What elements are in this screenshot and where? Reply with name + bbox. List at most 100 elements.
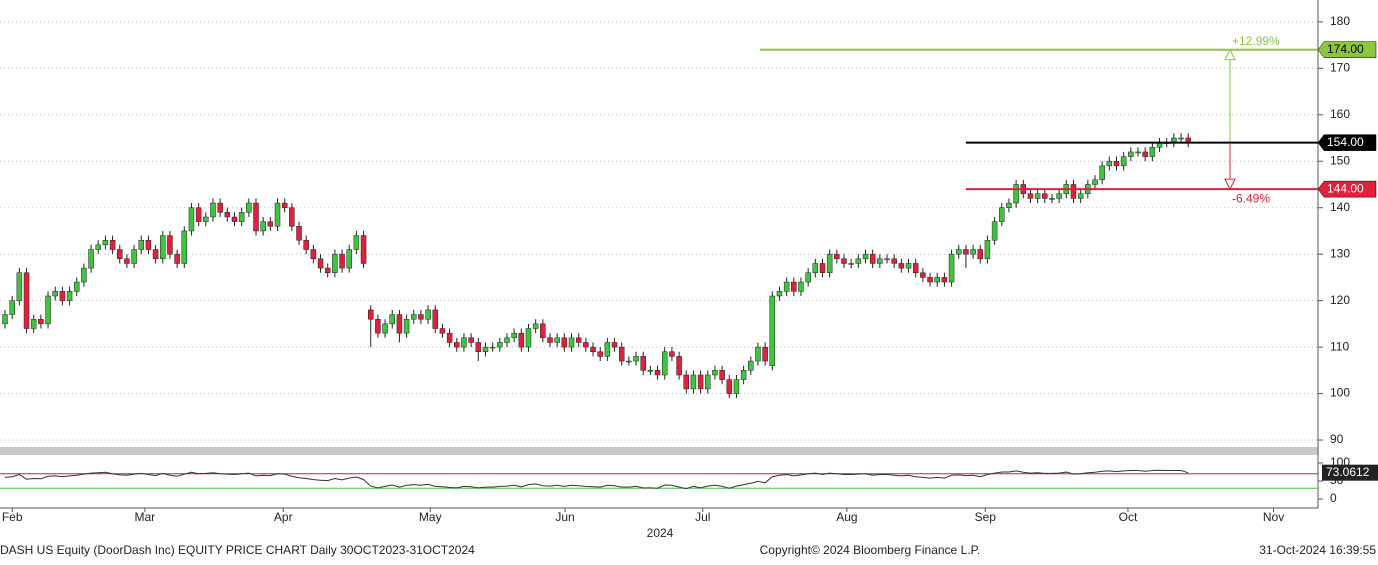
- candle-body: [432, 309, 439, 329]
- candle-body: [95, 244, 101, 250]
- candle-body: [109, 239, 116, 250]
- candle-body: [920, 272, 926, 278]
- candle-body: [640, 356, 646, 371]
- candle-body: [267, 221, 274, 227]
- year-label: 2024: [647, 526, 674, 540]
- y-tick-label: 160: [1330, 107, 1350, 121]
- candle-body: [353, 235, 360, 250]
- candle-body: [977, 249, 984, 260]
- candle-body: [862, 253, 869, 260]
- change-label: +12.99%: [1232, 34, 1280, 48]
- candle-body: [411, 314, 417, 320]
- candle-body: [1027, 193, 1034, 199]
- rsi-line: [4, 469, 1189, 490]
- candle-body: [819, 263, 826, 274]
- candle-body: [210, 202, 216, 218]
- candle-body: [769, 295, 776, 366]
- candle-body: [1034, 193, 1041, 199]
- candle-body: [346, 249, 352, 269]
- candle-body: [633, 356, 639, 362]
- candle-body: [611, 342, 618, 348]
- candle-body: [324, 267, 331, 274]
- candle-body: [755, 346, 761, 362]
- level-box: [1317, 134, 1377, 151]
- candle-body: [446, 332, 453, 343]
- y-tick-label: 100: [1330, 386, 1350, 400]
- candle-body: [798, 281, 804, 292]
- candle-body: [618, 346, 625, 362]
- candle-body: [984, 239, 991, 260]
- x-tick-label: Jul: [695, 510, 710, 524]
- candle-body: [81, 267, 87, 283]
- candle-body: [1178, 137, 1184, 140]
- candle-body: [934, 277, 940, 283]
- candle-body: [898, 263, 905, 269]
- change-label: -6.49%: [1232, 191, 1270, 205]
- candle-body: [805, 272, 811, 283]
- candle-body: [38, 318, 44, 325]
- candle-body: [597, 351, 603, 357]
- candle-body: [869, 253, 876, 264]
- candle-body: [604, 342, 611, 357]
- candle-body: [23, 272, 30, 329]
- candle-body: [174, 253, 180, 264]
- candle-body: [389, 314, 395, 325]
- candle-body: [812, 263, 819, 274]
- candle-body: [791, 281, 797, 292]
- candle-body: [712, 370, 718, 376]
- candle-body: [690, 374, 697, 390]
- candle-body: [1113, 160, 1120, 167]
- candle-body: [231, 216, 238, 222]
- candle-body: [826, 253, 833, 274]
- candle-body: [1077, 193, 1084, 199]
- candle-body: [540, 323, 546, 339]
- candle-body: [439, 328, 446, 334]
- candle-body: [1013, 184, 1019, 204]
- x-tick-label: Mar: [135, 510, 156, 524]
- candle-body: [475, 342, 482, 352]
- rsi-tick-label: 0: [1330, 491, 1337, 505]
- candle-body: [970, 249, 976, 255]
- candle-body: [912, 263, 919, 274]
- candle-body: [382, 323, 388, 334]
- x-tick-label: Feb: [2, 510, 23, 524]
- footer-copyright: Copyright© 2024 Bloomberg Finance L.P.: [760, 543, 981, 557]
- candle-body: [991, 221, 998, 241]
- candle-body: [877, 258, 883, 264]
- candle-body: [217, 202, 223, 213]
- candle-body: [188, 207, 195, 232]
- candle-body: [332, 253, 338, 274]
- candle-body: [554, 337, 560, 343]
- candle-body: [167, 235, 173, 255]
- candle-body: [317, 258, 324, 269]
- candle-body: [403, 318, 410, 334]
- candle-body: [88, 249, 94, 269]
- candle-body: [719, 370, 725, 380]
- candle-body: [367, 309, 374, 320]
- y-tick-label: 90: [1330, 432, 1344, 446]
- candle-body: [733, 379, 740, 394]
- price-panel: [0, 0, 1318, 447]
- candle-body: [360, 235, 367, 264]
- candle-body: [776, 291, 783, 297]
- y-tick-label: 180: [1330, 14, 1350, 28]
- candle-body: [834, 253, 840, 260]
- candle-body: [848, 263, 854, 265]
- candle-body: [461, 337, 467, 348]
- candle-body: [518, 332, 525, 348]
- candle-body: [160, 235, 166, 260]
- candle-body: [697, 374, 704, 390]
- candle-body: [1049, 198, 1055, 200]
- candle-body: [748, 360, 754, 371]
- candle-body: [783, 281, 790, 292]
- candle-body: [941, 277, 948, 283]
- candle-body: [1106, 160, 1113, 167]
- candle-body: [195, 207, 202, 222]
- candle-body: [59, 291, 66, 301]
- candle-body: [1099, 165, 1105, 181]
- level-label: 174.00: [1327, 42, 1364, 56]
- candle-body: [102, 239, 109, 246]
- x-tick-label: Sep: [975, 510, 997, 524]
- candle-body: [561, 337, 568, 348]
